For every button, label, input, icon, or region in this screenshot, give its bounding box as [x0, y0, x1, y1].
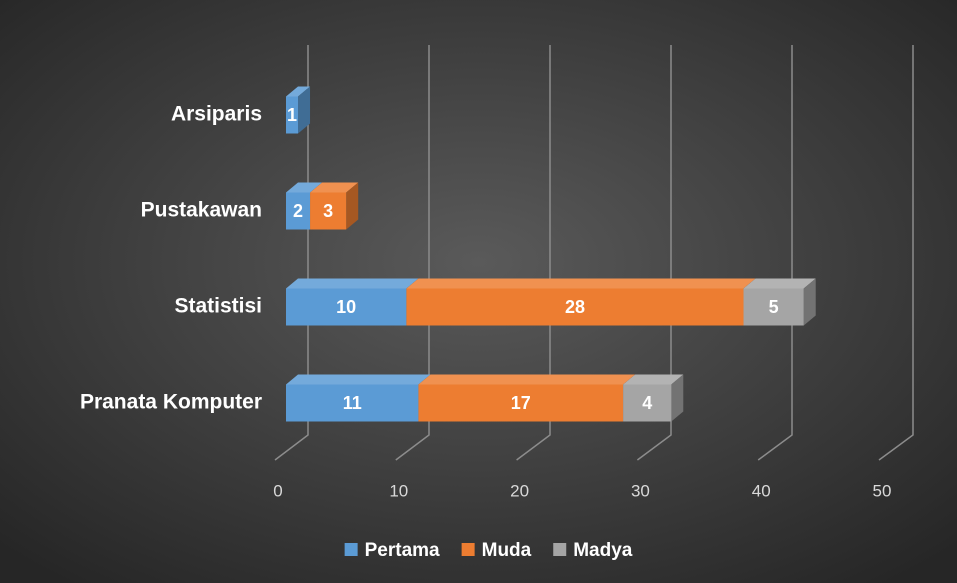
data-label: 4	[642, 393, 652, 413]
bar-segment	[743, 278, 816, 326]
grid-line	[395, 45, 430, 461]
bar-side	[298, 86, 311, 134]
data-label: 2	[293, 201, 303, 221]
data-label: 28	[565, 297, 585, 317]
bar-segment	[286, 86, 311, 134]
legend-label: Madya	[573, 540, 633, 561]
x-tick-label: 50	[873, 481, 892, 500]
grid-line	[516, 45, 551, 461]
bar-segment	[623, 374, 684, 422]
bar-top	[286, 278, 419, 289]
bar-side	[803, 278, 816, 326]
legend-swatch	[344, 543, 358, 556]
labels: 0 10 20 30 40 50 Pranata Komputer 11 17 4 Statisti…	[80, 103, 892, 561]
data-label: 11	[343, 393, 362, 413]
x-tick-label: 0	[273, 481, 282, 500]
data-label: 5	[769, 297, 779, 317]
bar-segment	[310, 182, 359, 230]
data-label: 1	[287, 105, 297, 125]
bar-front	[418, 384, 624, 422]
bar-front	[743, 288, 804, 326]
x-tick-label: 20	[510, 481, 529, 500]
category-label: Pranata Komputer	[80, 391, 262, 414]
category-label: Statistisi	[174, 295, 262, 318]
x-tick-label: 10	[389, 481, 408, 500]
legend-label: Pertama	[365, 540, 440, 561]
bar-top	[743, 278, 816, 289]
bar-top	[310, 182, 359, 193]
category-label: Arsiparis	[171, 103, 262, 126]
legend-label: Muda	[482, 540, 532, 561]
bar-segment	[406, 278, 756, 326]
category-label: Pustakawan	[141, 199, 262, 222]
data-label: 10	[336, 297, 356, 317]
bar-front	[406, 288, 744, 326]
bar-top	[286, 86, 311, 97]
grid-line	[878, 45, 914, 461]
bar-top	[406, 278, 756, 289]
bar-front	[286, 96, 299, 134]
bar-front	[286, 192, 311, 230]
bar-front	[623, 384, 672, 422]
bar-top	[286, 374, 431, 385]
bar-front	[286, 384, 419, 422]
x-tick-label: 30	[631, 481, 650, 500]
bar-side	[671, 374, 684, 422]
legend-swatch	[553, 543, 567, 556]
bar-top	[286, 182, 323, 193]
data-label: 3	[323, 201, 333, 221]
x-tick-label: 40	[752, 481, 771, 500]
bar-top	[418, 374, 636, 385]
grid-line	[636, 45, 672, 461]
bar-side	[346, 182, 359, 230]
bars	[286, 86, 816, 422]
grid-line	[274, 45, 309, 461]
data-label: 17	[511, 393, 531, 413]
grid	[274, 45, 914, 461]
grid-line	[757, 45, 793, 461]
bar-top	[623, 374, 684, 385]
bar-front	[310, 192, 347, 230]
bar-front	[286, 288, 407, 326]
legend-swatch	[461, 543, 475, 556]
